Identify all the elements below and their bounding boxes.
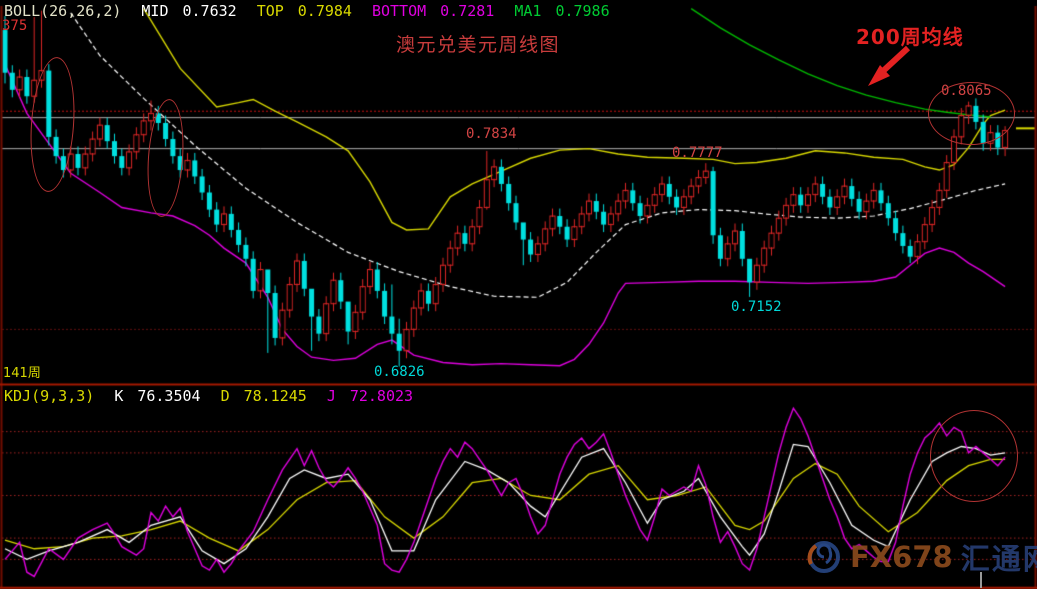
kdj-d-value: 78.1245 [243, 387, 307, 405]
weeks-label: 141周 [3, 366, 41, 381]
watermark-site: 汇通网 [960, 542, 1037, 576]
price-label-peak-right: 0.7777 [672, 145, 723, 161]
price-label-low-right: 0.7152 [731, 299, 782, 315]
annotation-ellipse-recent-top [928, 82, 1015, 145]
bottom-cursor-tick [980, 572, 982, 588]
chart-title: 澳元兑美元周线图 [396, 34, 561, 56]
boll-top-value: 0.7984 [297, 2, 352, 20]
price-label-low-main: 0.6826 [374, 364, 425, 380]
boll-header: BOLL(26,26,2) MID 0.7632 TOP 0.7984 BOTTOM… [4, 4, 610, 19]
kdj-header: KDJ(9,3,3) K 76.3504 D 78.1245 J 72.8023 [4, 389, 413, 404]
boll-bottom-value: 0.7281 [440, 2, 495, 20]
bar-count-label: 375 [2, 18, 28, 34]
boll-top-label: TOP [256, 2, 284, 20]
ma200-arrow-icon [868, 45, 911, 86]
boll-mid-value: 0.7632 [182, 2, 237, 20]
kdj-j-value: 72.8023 [349, 387, 414, 405]
kdj-k-value: 76.3504 [137, 387, 201, 405]
kdj-indicator-label: KDJ(9,3,3) [4, 387, 95, 405]
boll-indicator-label: BOLL(26,26,2) [4, 2, 122, 20]
annotation-circle-kdj-top [930, 410, 1018, 502]
watermark-brand: FX678 [850, 540, 953, 574]
watermark: FX678 汇通网 [806, 536, 1037, 578]
boll-ma1-label: MA1 [514, 2, 542, 20]
ma200-annotation: 200周均线 [856, 25, 964, 49]
kdj-j-label: J [326, 387, 336, 405]
boll-bottom-label: BOTTOM [371, 2, 427, 20]
kdj-d-label: D [220, 387, 230, 405]
kdj-k-label: K [114, 387, 124, 405]
fx678-logo-icon [807, 541, 840, 573]
price-label-peak-mid: 0.7834 [466, 126, 517, 142]
boll-ma1-value: 0.7986 [555, 2, 610, 20]
boll-mid-label: MID [141, 2, 169, 20]
